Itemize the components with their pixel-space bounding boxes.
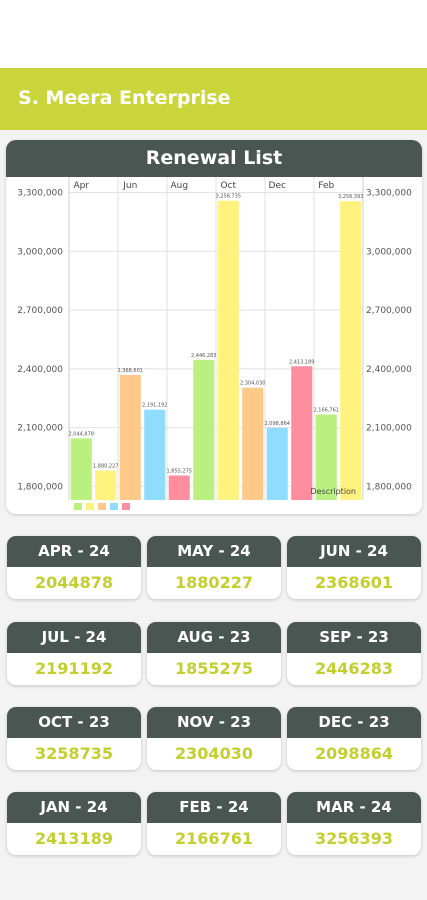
month-tile[interactable]: MAY - 24 1880227 [147, 536, 281, 599]
month-axis-label: Feb [318, 181, 334, 191]
month-tile[interactable]: AUG - 23 1855275 [147, 622, 281, 685]
bar-value-label: 1,855,275 [167, 468, 192, 474]
bar [242, 387, 264, 500]
month-tile[interactable]: FEB - 24 2166761 [147, 792, 281, 855]
month-tile[interactable]: JUN - 24 2368601 [287, 536, 421, 599]
tile-month: APR - 24 [7, 536, 141, 567]
tile-value: 2166761 [175, 829, 253, 848]
bar-value-label: 2,098,864 [265, 421, 290, 427]
bar-value-label: 2,191,192 [142, 403, 167, 409]
month-tile[interactable]: JUL - 24 2191192 [7, 622, 141, 685]
legend-swatch [122, 503, 130, 510]
y-tick-label-right: 2,400,000 [366, 365, 412, 375]
tile-value: 2368601 [315, 573, 393, 592]
renewal-chart-card: Renewal List 3,300,000 3,300,000 3,000,000… [6, 140, 422, 514]
y-tick-label-left: 3,300,000 [17, 189, 63, 199]
y-tick-label-right: 2,100,000 [366, 424, 412, 434]
bar-value-label: 2,304,030 [240, 381, 265, 387]
y-tick-label-right: 3,000,000 [366, 247, 412, 257]
tile-month: AUG - 23 [147, 622, 281, 653]
legend-swatch [110, 503, 118, 510]
bar-value-label: 2,166,761 [314, 408, 339, 414]
bar-value-label: 3,256,393 [338, 194, 363, 200]
tile-month: OCT - 23 [7, 707, 141, 738]
tile-month: FEB - 24 [147, 792, 281, 823]
y-tick-label-left: 1,800,000 [17, 482, 63, 492]
month-axis-label: Jun [122, 181, 137, 191]
tile-month: JAN - 24 [7, 792, 141, 823]
bar [315, 414, 337, 500]
renewal-bar-chart: 3,300,000 3,300,000 3,000,000 3,000,000 2,70… [17, 177, 412, 510]
tile-month: MAY - 24 [147, 536, 281, 567]
month-tile[interactable]: OCT - 23 3258735 [7, 707, 141, 770]
bar-value-label: 1,880,227 [93, 464, 118, 470]
y-tick-label-left: 2,700,000 [17, 306, 63, 316]
month-tile[interactable]: DEC - 23 2098864 [287, 707, 421, 770]
tile-month: JUL - 24 [7, 622, 141, 653]
month-tile[interactable]: SEP - 23 2446283 [287, 622, 421, 685]
bar-value-label: 2,446,283 [191, 353, 216, 359]
month-tiles-grid: APR - 24 2044878 MAY - 24 1880227 JUN - … [0, 530, 427, 900]
tile-value: 2191192 [35, 659, 113, 678]
legend-swatch [98, 503, 106, 510]
tile-month: DEC - 23 [287, 707, 421, 738]
bar [144, 409, 166, 500]
month-axis-label: Dec [269, 181, 286, 191]
month-axis-label: Apr [73, 181, 89, 191]
bar-value-label: 2,368,601 [118, 368, 143, 374]
tile-month: NOV - 23 [147, 707, 281, 738]
month-tile[interactable]: MAR - 24 3256393 [287, 792, 421, 855]
month-axis-label: Aug [170, 181, 188, 191]
tile-month: JUN - 24 [287, 536, 421, 567]
legend-description-label: Description [310, 487, 356, 496]
tile-value: 2044878 [35, 573, 113, 592]
legend-swatch [74, 503, 82, 510]
bar [193, 359, 215, 500]
y-tick-label-left: 3,000,000 [17, 247, 63, 257]
month-tile[interactable]: APR - 24 2044878 [7, 536, 141, 599]
bar [168, 475, 190, 500]
chart-title: Renewal List [6, 140, 422, 177]
month-tile[interactable]: JAN - 24 2413189 [7, 792, 141, 855]
y-tick-label-right: 3,300,000 [366, 189, 412, 199]
bar-value-label: 3,258,735 [216, 194, 241, 200]
legend-swatch [86, 503, 94, 510]
y-tick-label-right: 1,800,000 [366, 482, 412, 492]
tile-value: 1880227 [175, 573, 253, 592]
bar [291, 366, 313, 500]
app-header: S. Meera Enterprise [0, 68, 427, 130]
month-axis-label: Oct [220, 181, 236, 191]
bar [119, 374, 141, 500]
bar-value-label: 2,044,878 [69, 431, 94, 437]
app-title: S. Meera Enterprise [18, 87, 231, 109]
bar [266, 427, 288, 500]
tile-value: 3256393 [315, 829, 393, 848]
month-tile[interactable]: NOV - 23 2304030 [147, 707, 281, 770]
bar [95, 470, 117, 500]
bar [217, 200, 239, 501]
y-tick-label-left: 2,100,000 [17, 424, 63, 434]
bar-value-label: 2,413,189 [289, 359, 314, 365]
tile-month: SEP - 23 [287, 622, 421, 653]
tile-value: 2304030 [175, 744, 253, 763]
top-bar [0, 0, 427, 68]
tile-value: 3258735 [35, 744, 113, 763]
tile-value: 2098864 [315, 744, 393, 763]
bar [70, 438, 92, 500]
tile-month: MAR - 24 [287, 792, 421, 823]
tile-value: 1855275 [175, 659, 253, 678]
bar [340, 201, 362, 500]
y-tick-label-right: 2,700,000 [366, 306, 412, 316]
tile-value: 2446283 [315, 659, 393, 678]
tile-value: 2413189 [35, 829, 113, 848]
y-tick-label-left: 2,400,000 [17, 365, 63, 375]
